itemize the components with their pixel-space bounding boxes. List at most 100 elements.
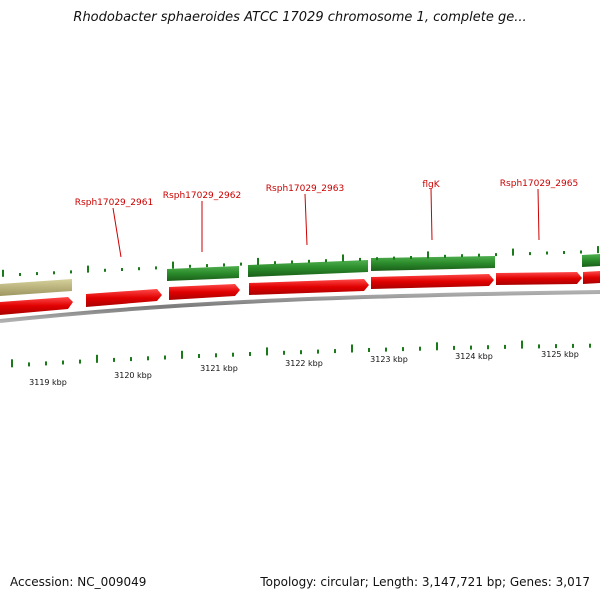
forward-gene[interactable] [248, 260, 368, 277]
major-tick [11, 359, 13, 368]
minor-tick [53, 271, 55, 275]
minor-tick [580, 250, 582, 254]
reverse-gene[interactable] [86, 289, 162, 307]
major-tick [87, 265, 89, 273]
minor-tick [36, 272, 38, 276]
map-title: Rhodobacter sphaeroides ATCC 17029 chrom… [73, 10, 527, 25]
kbp-scale: 3119 kbp 3120 kbp 3121 kbp 3122 kbp 3123… [29, 350, 579, 387]
minor-tick [589, 343, 591, 348]
minor-tick [70, 270, 72, 274]
chromosome-backbone [0, 290, 600, 323]
minor-tick [28, 362, 30, 367]
accession-text: Accession: NC_009049 [10, 575, 147, 589]
minor-tick [232, 352, 234, 357]
reverse-gene[interactable] [496, 272, 582, 285]
minor-tick [121, 268, 123, 271]
minor-tick [198, 354, 200, 358]
minor-tick [155, 266, 157, 270]
minor-tick [147, 356, 149, 361]
minor-tick [393, 256, 395, 260]
gene-label[interactable]: Rsph17029_2962 [163, 191, 241, 201]
minor-tick [359, 257, 361, 261]
gene-label[interactable]: Rsph17029_2961 [75, 198, 153, 208]
minor-tick [334, 349, 336, 354]
gene-label[interactable]: flgK [422, 180, 440, 190]
reverse-gene[interactable] [249, 279, 369, 295]
minor-tick [546, 251, 548, 255]
major-tick [172, 261, 174, 269]
major-tick [96, 354, 98, 363]
minor-tick [538, 344, 540, 349]
minor-tick [410, 256, 412, 259]
gene-label[interactable]: Rsph17029_2965 [500, 179, 578, 189]
minor-tick [419, 346, 421, 351]
minor-tick [308, 259, 310, 263]
callout-line [112, 207, 122, 258]
kbp-label: 3119 kbp [29, 378, 67, 387]
lower-tick-track [11, 340, 591, 368]
minor-tick [189, 264, 191, 268]
minor-tick [240, 262, 242, 266]
major-tick [436, 342, 438, 351]
major-tick [2, 269, 4, 277]
forward-gene[interactable] [371, 256, 495, 271]
callout-line [304, 193, 308, 246]
major-tick [521, 340, 523, 349]
minor-tick [495, 253, 497, 257]
minor-tick [104, 268, 106, 272]
other-feature[interactable] [0, 279, 72, 296]
reverse-gene[interactable] [0, 297, 73, 315]
minor-tick [461, 254, 463, 258]
minor-tick [385, 347, 387, 352]
minor-tick [138, 267, 140, 271]
minor-tick [402, 347, 404, 352]
minor-tick [529, 252, 531, 256]
gene-label-callouts: Rsph17029_2961 Rsph17029_2962 Rsph17029_… [75, 179, 578, 258]
kbp-label: 3124 kbp [455, 352, 493, 361]
major-tick [512, 248, 514, 256]
major-tick [266, 347, 268, 356]
kbp-label: 3122 kbp [285, 359, 323, 368]
major-tick [257, 257, 259, 265]
major-tick [181, 350, 183, 359]
upper-tick-track [2, 246, 599, 277]
callout-line [430, 188, 433, 241]
reverse-gene[interactable] [583, 271, 600, 284]
minor-tick [487, 345, 489, 350]
minor-tick [223, 263, 225, 267]
minor-tick [555, 344, 557, 349]
major-tick [427, 251, 429, 259]
minor-tick [62, 360, 64, 365]
minor-tick [79, 359, 81, 364]
minor-tick [249, 352, 251, 356]
minor-tick [376, 257, 378, 261]
minor-tick [291, 260, 293, 264]
gene-label[interactable]: Rsph17029_2963 [266, 184, 344, 194]
kbp-label: 3121 kbp [200, 364, 238, 373]
kbp-label: 3123 kbp [370, 355, 408, 364]
minor-tick [283, 350, 285, 355]
kbp-label: 3125 kbp [541, 350, 579, 359]
major-tick [597, 246, 599, 254]
major-tick [342, 254, 344, 262]
minor-tick [274, 261, 276, 265]
minor-tick [206, 264, 208, 268]
minor-tick [572, 343, 574, 348]
minor-tick [300, 350, 302, 355]
topology-summary: Topology: circular; Length: 3,147,721 bp… [260, 575, 590, 589]
reverse-gene[interactable] [371, 274, 494, 289]
minor-tick [215, 353, 217, 358]
minor-tick [130, 357, 132, 362]
reverse-gene[interactable] [169, 284, 240, 300]
minor-tick [368, 348, 370, 352]
forward-gene[interactable] [582, 254, 600, 267]
major-tick [351, 344, 353, 353]
minor-tick [453, 345, 455, 350]
minor-tick [470, 345, 472, 350]
minor-tick [113, 357, 115, 362]
minor-tick [504, 344, 506, 349]
forward-gene[interactable] [167, 266, 239, 281]
minor-tick [444, 254, 446, 258]
minor-tick [19, 273, 21, 276]
